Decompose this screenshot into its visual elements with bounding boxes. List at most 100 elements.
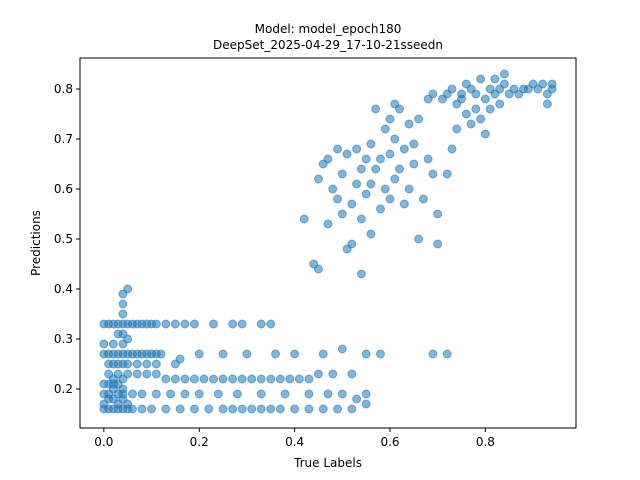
data-point <box>399 144 409 154</box>
chart-title-line2: DeepSet_2025-04-29_17-10-21sseedn <box>213 38 443 52</box>
data-point <box>232 389 242 399</box>
data-point <box>132 369 142 379</box>
data-point <box>442 169 452 179</box>
data-point <box>189 319 199 329</box>
data-point <box>256 319 266 329</box>
data-point <box>375 154 385 164</box>
x-axis-ticks: 0.0 0.2 0.4 0.6 0.8 <box>94 428 495 449</box>
data-point <box>371 164 381 174</box>
data-point <box>156 349 166 359</box>
data-point <box>175 354 185 364</box>
data-point <box>361 349 371 359</box>
data-point <box>476 114 486 124</box>
data-point <box>447 144 457 154</box>
data-point <box>161 319 171 329</box>
data-point <box>161 404 171 414</box>
data-point <box>290 349 300 359</box>
data-point <box>342 149 352 159</box>
data-point <box>361 399 371 409</box>
data-point <box>333 144 343 154</box>
y-tick-label: 0.4 <box>54 282 73 296</box>
data-point <box>328 369 338 379</box>
data-point <box>333 404 343 414</box>
data-point <box>418 194 428 204</box>
data-point <box>390 134 400 144</box>
data-point <box>161 374 171 384</box>
plot-frame <box>79 57 577 429</box>
data-point <box>356 269 366 279</box>
data-point <box>175 404 185 414</box>
data-point <box>304 374 314 384</box>
y-tick-label: 0.8 <box>54 82 73 96</box>
data-point <box>385 114 395 124</box>
data-point <box>118 309 128 319</box>
data-point <box>275 404 285 414</box>
data-point <box>428 349 438 359</box>
data-point <box>132 359 142 369</box>
data-point <box>409 139 419 149</box>
data-point <box>304 389 314 399</box>
x-tick-label: 0.8 <box>476 435 495 449</box>
data-point <box>209 374 219 384</box>
data-point <box>352 144 362 154</box>
data-point <box>433 239 443 249</box>
data-point <box>242 349 252 359</box>
data-point <box>151 319 161 329</box>
x-tick-label: 0.0 <box>94 435 113 449</box>
data-point <box>170 374 180 384</box>
data-point <box>118 329 128 339</box>
data-point <box>361 189 371 199</box>
data-point <box>347 404 357 414</box>
data-point <box>490 74 500 84</box>
data-point <box>395 104 405 114</box>
data-point <box>266 374 276 384</box>
data-point <box>123 284 133 294</box>
data-point <box>218 374 228 384</box>
data-point <box>471 89 481 99</box>
data-point <box>366 139 376 149</box>
data-point <box>313 264 323 274</box>
data-point <box>294 374 304 384</box>
data-point <box>127 389 137 399</box>
data-point <box>380 124 390 134</box>
data-point <box>366 229 376 239</box>
data-point <box>285 374 295 384</box>
data-point <box>399 199 409 209</box>
data-point <box>375 349 385 359</box>
data-point <box>189 374 199 384</box>
data-point <box>375 204 385 214</box>
data-point <box>390 174 400 184</box>
data-point <box>337 344 347 354</box>
data-point <box>385 149 395 159</box>
data-point <box>323 389 333 399</box>
data-point <box>180 389 190 399</box>
data-point <box>547 79 557 89</box>
data-point <box>194 389 204 399</box>
data-point <box>228 374 238 384</box>
x-tick-label: 0.2 <box>190 435 209 449</box>
data-point <box>213 389 223 399</box>
data-point <box>199 374 209 384</box>
x-tick-label: 0.6 <box>380 435 399 449</box>
data-point <box>204 404 214 414</box>
data-point <box>275 374 285 384</box>
y-tick-label: 0.3 <box>54 332 73 346</box>
y-axis-label: Predictions <box>29 210 43 276</box>
data-point <box>452 124 462 134</box>
data-point <box>347 239 357 249</box>
data-point <box>99 339 109 349</box>
data-point <box>433 209 443 219</box>
x-tick-label: 0.4 <box>285 435 304 449</box>
data-point <box>299 214 309 224</box>
data-point <box>371 104 381 114</box>
data-point <box>361 154 371 164</box>
data-point <box>428 89 438 99</box>
data-point <box>538 79 548 89</box>
data-point <box>194 349 204 359</box>
data-point <box>480 94 490 104</box>
data-point <box>499 69 509 79</box>
data-point <box>170 319 180 329</box>
data-point <box>189 404 199 414</box>
data-point <box>404 184 414 194</box>
